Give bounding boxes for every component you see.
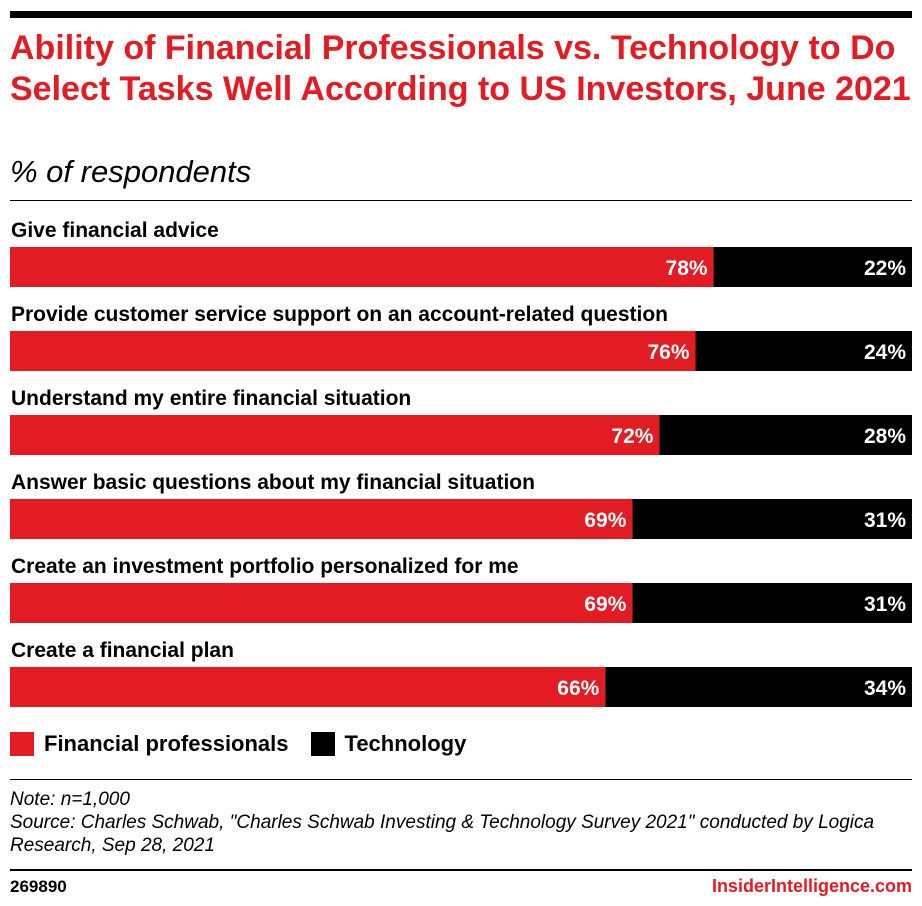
- bar-technology: [632, 583, 912, 623]
- stacked-bar-chart: Give financial advice 78% 22% Provide custo…: [10, 219, 912, 707]
- category-label: Provide customer service support on an a…: [11, 303, 668, 326]
- footer-divider: [10, 779, 912, 780]
- value-label-financial-professionals: 72%: [611, 425, 653, 448]
- bar-row-understand-my-entire-financial-situation: Understand my entire financial situation…: [10, 387, 912, 455]
- bar-financial-professionals: [10, 499, 633, 539]
- value-label-financial-professionals: 76%: [647, 341, 689, 364]
- value-label-financial-professionals: 78%: [666, 257, 708, 280]
- legend-label-financial-professionals: Financial professionals: [44, 731, 289, 756]
- category-label: Give financial advice: [11, 219, 219, 242]
- legend: Financial professionals Technology: [10, 729, 488, 759]
- bottom-rule: [10, 869, 912, 871]
- bar-row-answer-basic-questions-about-my-financial-situation: Answer basic questions about my financia…: [10, 471, 912, 539]
- note-text: Note: n=1,000: [10, 789, 130, 810]
- chart-id: 269890: [10, 877, 67, 896]
- value-label-technology: 31%: [864, 509, 906, 532]
- bar-technology: [659, 415, 912, 455]
- bar-technology: [695, 331, 912, 371]
- bar-technology: [713, 247, 912, 287]
- value-label-technology: 31%: [864, 593, 906, 616]
- value-label-financial-professionals: 69%: [584, 509, 626, 532]
- brand-link[interactable]: InsiderIntelligence.com: [711, 876, 912, 896]
- category-label: Understand my entire financial situation: [11, 387, 411, 410]
- bar-financial-professionals: [10, 415, 660, 455]
- bar-technology: [632, 499, 912, 539]
- bar-row-give-financial-advice: Give financial advice 78% 22%: [10, 219, 912, 287]
- chart-title: Ability of Financial Professionals vs. T…: [10, 29, 911, 108]
- legend-swatch-financial-professionals: [10, 732, 34, 756]
- bar-row-create-an-investment-portfolio-personalized-for-me: Create an investment portfolio personali…: [10, 555, 912, 623]
- chart-subtitle: % of respondents: [10, 154, 252, 189]
- bar-technology: [605, 667, 912, 707]
- category-label: Answer basic questions about my financia…: [11, 471, 535, 494]
- bar-financial-professionals: [10, 583, 633, 623]
- legend-item-financial-professionals: Financial professionals: [10, 730, 289, 758]
- category-label: Create a financial plan: [11, 639, 234, 662]
- category-label: Create an investment portfolio personali…: [11, 555, 519, 578]
- bar-financial-professionals: [10, 331, 696, 371]
- value-label-technology: 28%: [864, 425, 906, 448]
- value-label-technology: 22%: [864, 257, 906, 280]
- legend-label-technology: Technology: [344, 731, 467, 756]
- value-label-technology: 34%: [864, 677, 906, 700]
- footnotes: Note: n=1,000 Source: Charles Schwab, "C…: [10, 788, 912, 857]
- legend-swatch-technology: [310, 732, 335, 756]
- bar-financial-professionals: [10, 667, 606, 707]
- bar-row-provide-customer-service-support-on-an-account-related-question: Provide customer service support on an a…: [10, 303, 912, 371]
- source-text: Source: Charles Schwab, "Charles Schwab …: [10, 812, 875, 856]
- header-divider: [10, 200, 912, 201]
- bar-financial-professionals: [10, 247, 714, 287]
- legend-item-technology: Technology: [310, 730, 467, 758]
- value-label-financial-professionals: 66%: [557, 677, 599, 700]
- value-label-financial-professionals: 69%: [584, 593, 626, 616]
- value-label-technology: 24%: [864, 341, 906, 364]
- bar-row-create-a-financial-plan: Create a financial plan 66% 34%: [10, 639, 912, 707]
- top-rule: [10, 11, 912, 18]
